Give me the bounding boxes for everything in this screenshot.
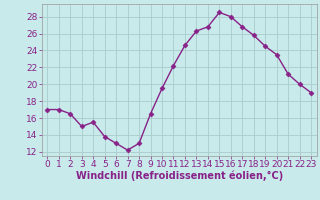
X-axis label: Windchill (Refroidissement éolien,°C): Windchill (Refroidissement éolien,°C) xyxy=(76,171,283,181)
